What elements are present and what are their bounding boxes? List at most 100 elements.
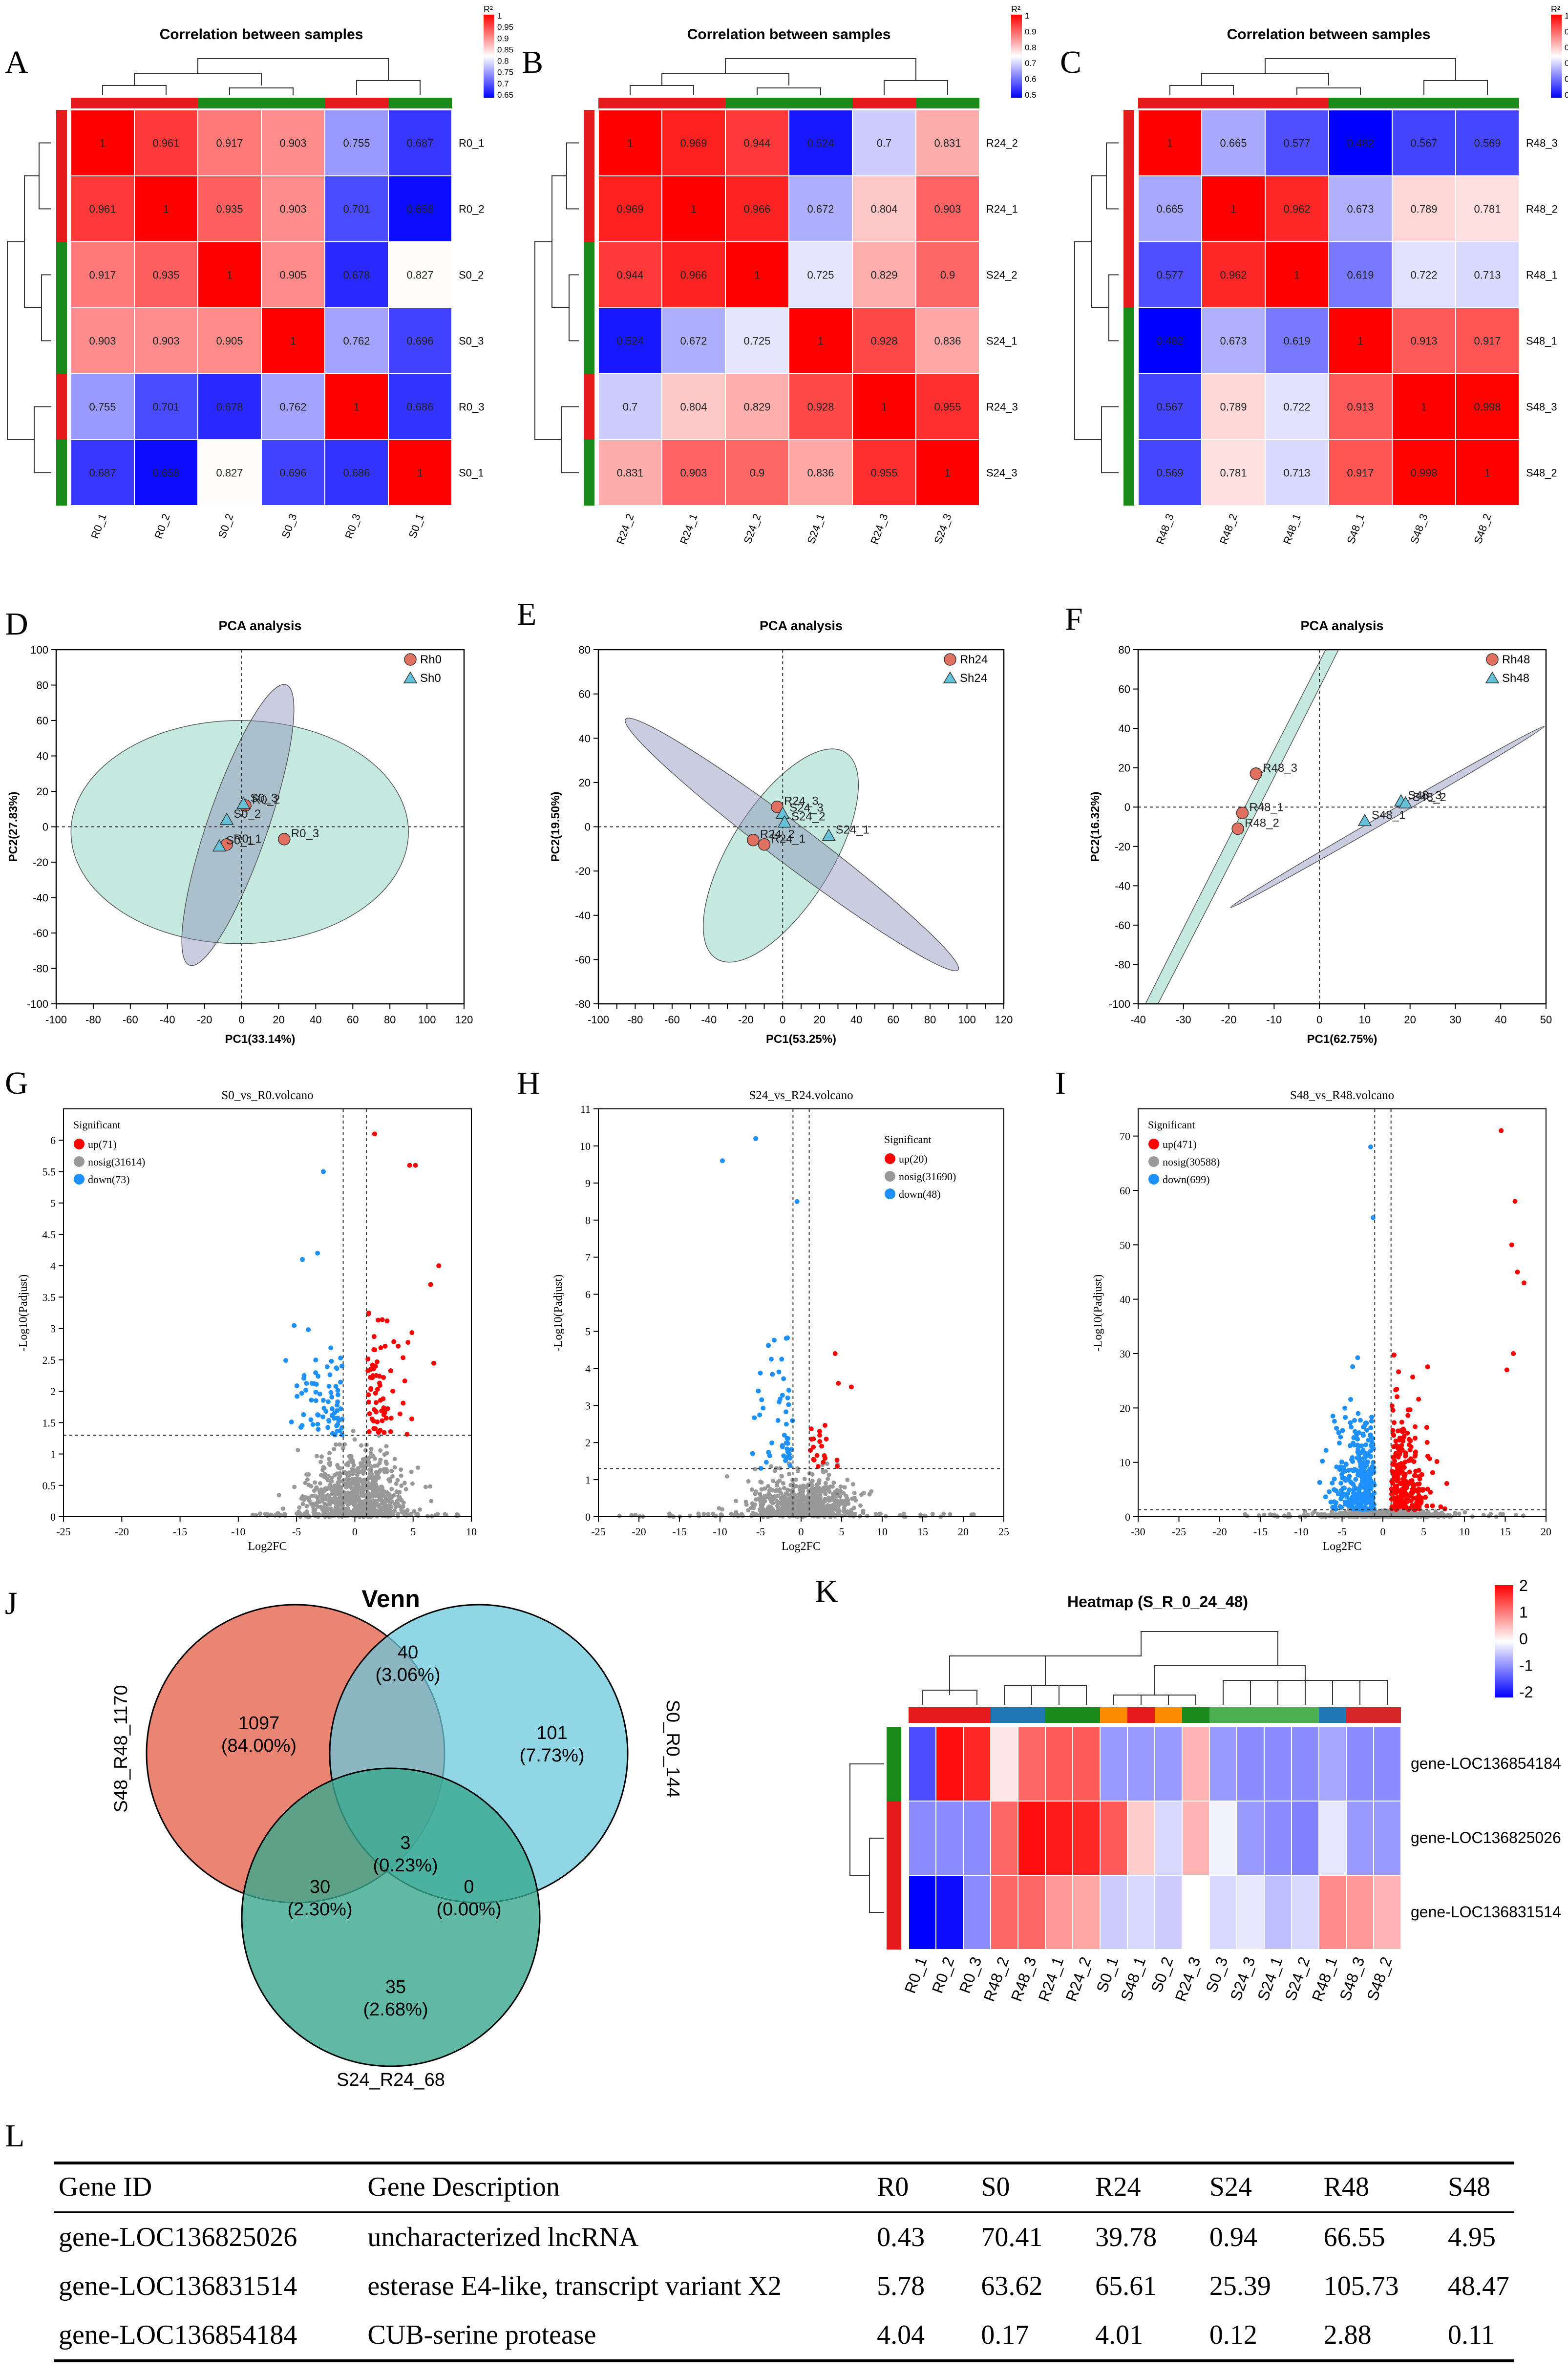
point-nosig — [1398, 1512, 1402, 1517]
x-tick-label: -10 — [231, 1526, 245, 1538]
legend-tick: 0.5 — [1565, 90, 1568, 100]
y-tick-label: 1 — [50, 1448, 56, 1461]
cell-value: 0.955 — [934, 401, 961, 413]
point-down — [1354, 1468, 1359, 1473]
cell-value: 1 — [163, 203, 169, 215]
point-nosig — [782, 1485, 786, 1490]
x-tick-label: -40 — [1130, 1014, 1146, 1026]
group-bar-top — [1456, 98, 1519, 108]
point-nosig — [749, 1506, 754, 1510]
point-nosig — [753, 1489, 758, 1494]
point-down — [301, 1376, 307, 1381]
cell-value: 0.903 — [279, 203, 306, 215]
plot-area — [56, 650, 464, 1004]
point-up — [390, 1388, 396, 1394]
point-down — [338, 1406, 343, 1411]
cell-value: 1 — [290, 335, 296, 347]
point-nosig — [390, 1499, 395, 1504]
point-down — [1342, 1476, 1348, 1481]
y-tick-label: -100 — [27, 998, 48, 1010]
point-down — [1320, 1459, 1325, 1464]
point-nosig — [340, 1446, 345, 1451]
row-label: S48_1 — [1526, 335, 1557, 347]
point-nosig — [802, 1504, 807, 1508]
cell-value: 0.686 — [406, 401, 433, 413]
point-down — [283, 1358, 289, 1363]
x-tick-label: 100 — [418, 1014, 436, 1026]
point-up — [413, 1163, 418, 1168]
table-cell: 0.94 — [1209, 2222, 1257, 2252]
point-down — [328, 1345, 334, 1351]
point-up — [1444, 1481, 1449, 1486]
heatmap-cell — [661, 373, 726, 440]
point-nosig — [333, 1500, 338, 1505]
col-label: S24_3 — [932, 512, 954, 545]
table-cell: 70.41 — [981, 2222, 1043, 2252]
y-tick-label: -60 — [575, 954, 591, 966]
y-tick-label: 1 — [585, 1474, 591, 1486]
point-nosig — [713, 1513, 718, 1518]
point-nosig — [739, 1512, 744, 1517]
col-s24: S24 — [1204, 2162, 1319, 2213]
point-nosig — [394, 1489, 399, 1494]
heatmap-cell — [1045, 1726, 1073, 1802]
panel-letter-h: H — [517, 1065, 540, 1101]
point-down — [335, 1428, 340, 1434]
point-nosig — [319, 1454, 324, 1459]
table-cell: uncharacterized lncRNA — [367, 2222, 639, 2252]
col-s48: S48 — [1443, 2162, 1514, 2213]
point-down — [1355, 1355, 1360, 1360]
point-up — [1407, 1469, 1412, 1475]
heatmap-cell — [1182, 1801, 1210, 1876]
point-nosig — [785, 1487, 790, 1492]
panel-letter-c: C — [1060, 44, 1082, 80]
point-nosig — [353, 1500, 358, 1505]
point-up — [1402, 1503, 1407, 1508]
point-up — [376, 1317, 381, 1323]
point-nosig — [720, 1507, 725, 1512]
point-down — [759, 1397, 764, 1402]
legend-label: up(71) — [88, 1138, 117, 1150]
point-nosig — [427, 1484, 432, 1489]
point-nosig — [385, 1493, 390, 1498]
cell-value: 0.577 — [1283, 137, 1310, 149]
point-nosig — [830, 1491, 835, 1496]
point-nosig — [322, 1502, 327, 1506]
legend-label: Rh48 — [1502, 653, 1530, 666]
col-label: R24_2 — [1062, 1954, 1094, 2004]
point-down — [757, 1412, 763, 1418]
point-nosig — [399, 1498, 403, 1503]
point-nosig — [777, 1487, 782, 1492]
x-tick-label: -100 — [588, 1014, 609, 1026]
heatmap-cell — [1236, 1726, 1265, 1802]
correlation-heatmap-A: Correlation between samples 1 0.961 0.917 0.… — [7, 4, 513, 540]
y-tick-label: 4 — [50, 1260, 56, 1272]
heatmap-cell — [134, 439, 198, 506]
row-label: R48_2 — [1526, 203, 1558, 215]
point-up — [1423, 1495, 1428, 1500]
point-down — [334, 1366, 339, 1371]
point-up — [382, 1343, 388, 1349]
point-up — [1390, 1407, 1396, 1413]
point-nosig — [877, 1511, 882, 1516]
heatmap-cell — [324, 241, 389, 308]
col-label: R24_3 — [1171, 1954, 1204, 2004]
heatmap-cell — [70, 307, 135, 374]
x-tick-label: -60 — [664, 1014, 680, 1026]
point-up — [1398, 1481, 1403, 1486]
heatmap-cell — [1392, 307, 1456, 374]
group-bar-top — [916, 98, 979, 108]
point-up — [1396, 1472, 1401, 1477]
point-nosig — [338, 1442, 342, 1447]
point-down — [1350, 1364, 1356, 1369]
point-up — [1399, 1420, 1404, 1425]
point-nosig — [371, 1486, 376, 1491]
group-bar-side — [584, 110, 594, 176]
cell-value: 1 — [1230, 203, 1236, 215]
point-down — [1359, 1468, 1364, 1474]
point-up — [1419, 1487, 1424, 1492]
pca-point-r — [747, 833, 760, 847]
y-tick-label: 80 — [579, 644, 591, 656]
x-tick-label: 5 — [410, 1526, 416, 1538]
heatmap-cell — [1455, 175, 1520, 242]
